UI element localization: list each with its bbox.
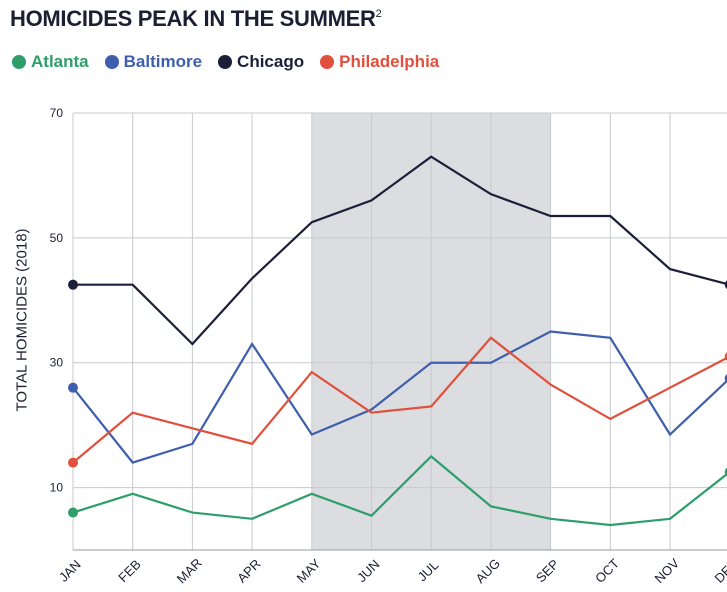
legend-label-philadelphia: Philadelphia [339, 52, 440, 71]
legend-label-baltimore: Baltimore [123, 52, 203, 71]
x-tick-label: SEP [533, 556, 562, 585]
x-tick-label: FEB [115, 557, 143, 585]
legend-item-chicago: Chicago [218, 52, 304, 72]
x-tick-label: NOV [652, 555, 683, 586]
series-end-point-chicago [724, 280, 727, 289]
y-tick-label: 50 [50, 231, 64, 245]
x-tick-label: MAR [174, 555, 205, 586]
series-start-point-atlanta [68, 507, 78, 518]
legend-item-baltimore: Baltimore [104, 52, 203, 72]
title-footnote-marker: 2 [375, 8, 382, 20]
x-tick-label: MAY [294, 556, 324, 586]
x-tick-label: JUN [354, 557, 382, 585]
x-tick-label: JAN [56, 557, 84, 585]
legend-item-atlanta: Atlanta [12, 52, 89, 72]
legend-marker-philadelphia [320, 55, 335, 69]
legend-label-chicago: Chicago [237, 52, 305, 71]
series-line-chicago [73, 155, 727, 346]
chart-legend: Atlanta Baltimore Chicago Philadelphia [12, 52, 455, 72]
x-tick-label: JUL [415, 557, 442, 584]
x-tick-label: OCT [592, 556, 622, 586]
series-start-point-chicago [68, 279, 78, 290]
series-end-point-atlanta [724, 467, 727, 477]
legend-marker-chicago [218, 55, 233, 69]
legend-item-philadelphia: Philadelphia [320, 52, 439, 72]
series-line-baltimore [72, 330, 727, 464]
x-tick-label: DEC [712, 556, 727, 586]
chart-title: HOMICIDES PEAK IN THE SUMMER2 [10, 6, 382, 31]
series-line-philadelphia [72, 336, 727, 464]
y-tick-label: 70 [50, 106, 64, 120]
series-line-atlanta [72, 454, 727, 527]
series-start-point-baltimore [68, 382, 78, 393]
y-tick-label: 30 [50, 356, 64, 370]
series-end-point-philadelphia [724, 352, 727, 361]
series-start-point-philadelphia [68, 457, 78, 468]
legend-marker-atlanta [12, 55, 26, 69]
x-tick-label: APR [234, 556, 264, 586]
series-end-point-baltimore [724, 374, 727, 383]
x-tick-label: AUG [472, 556, 503, 587]
legend-marker-baltimore [104, 55, 119, 69]
y-tick-label: 10 [50, 481, 64, 495]
legend-label-atlanta: Atlanta [31, 52, 89, 71]
